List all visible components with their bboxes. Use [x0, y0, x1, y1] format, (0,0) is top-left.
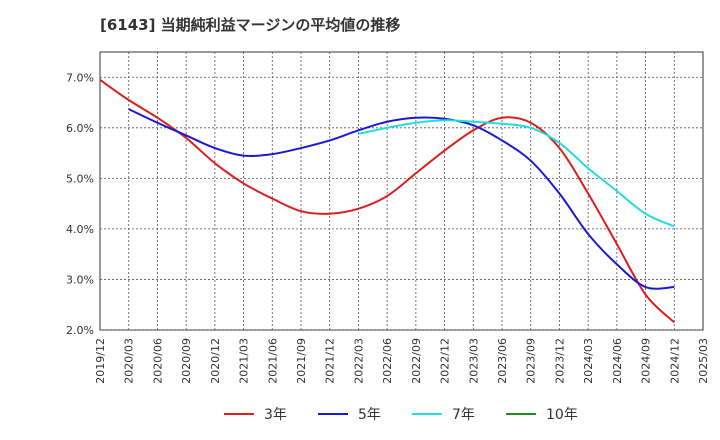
- x-tick-label: 2022/12: [439, 338, 452, 384]
- x-tick-label: 2024/09: [640, 338, 653, 384]
- x-tick-label: 2021/06: [266, 338, 279, 384]
- series-line-3年: [99, 78, 675, 324]
- y-tick-label: 7.0%: [66, 71, 94, 84]
- grid: [100, 52, 703, 331]
- x-tick-label: 2022/06: [381, 338, 394, 384]
- x-tick-label: 2021/03: [238, 338, 251, 384]
- legend-label: 7年: [452, 407, 475, 423]
- y-tick-label: 4.0%: [66, 223, 94, 236]
- x-tick-label: 2022/03: [352, 338, 365, 384]
- series-lines: [99, 78, 675, 324]
- y-tick-label: 2.0%: [66, 324, 94, 337]
- series-line-7年: [358, 119, 675, 228]
- x-tick-label: 2020/06: [151, 338, 164, 384]
- x-tick-label: 2020/12: [209, 338, 222, 384]
- x-tick-label: 2023/12: [553, 338, 566, 384]
- x-tick-label: 2023/06: [496, 338, 509, 384]
- y-tick-label: 5.0%: [66, 172, 94, 185]
- x-tick-label: 2024/03: [582, 338, 595, 384]
- x-tick-label: 2021/12: [324, 338, 337, 384]
- x-tick-label: 2025/03: [697, 338, 710, 384]
- x-tick-label: 2022/09: [410, 338, 423, 384]
- x-tick-label: 2020/03: [123, 338, 136, 384]
- x-tick-label: 2023/09: [525, 338, 538, 384]
- x-tick-label: 2024/12: [668, 338, 681, 384]
- chart-title: [6143] 当期純利益マージンの平均値の推移: [100, 16, 401, 34]
- legend-label: 10年: [546, 407, 578, 423]
- legend-label: 5年: [358, 407, 381, 423]
- x-tick-label: 2020/09: [180, 338, 193, 384]
- y-tick-label: 6.0%: [66, 122, 94, 135]
- y-axis-ticks: 2.0% 3.0% 4.0% 5.0% 6.0% 7.0%: [66, 71, 94, 337]
- y-tick-label: 3.0%: [66, 273, 94, 286]
- legend-label: 3年: [264, 407, 287, 423]
- x-tick-label: 2019/12: [94, 338, 107, 384]
- x-tick-label: 2024/06: [611, 338, 624, 384]
- x-tick-label: 2023/03: [467, 338, 480, 384]
- series-line-5年: [128, 108, 675, 290]
- plot-area: [99, 51, 704, 331]
- x-tick-label: 2021/09: [295, 338, 308, 384]
- x-axis-ticks: 2019/12 2020/03 2020/06 2020/09 2020/12 2021/…: [94, 338, 710, 384]
- legend: 3年 5年 7年 10年: [224, 407, 578, 423]
